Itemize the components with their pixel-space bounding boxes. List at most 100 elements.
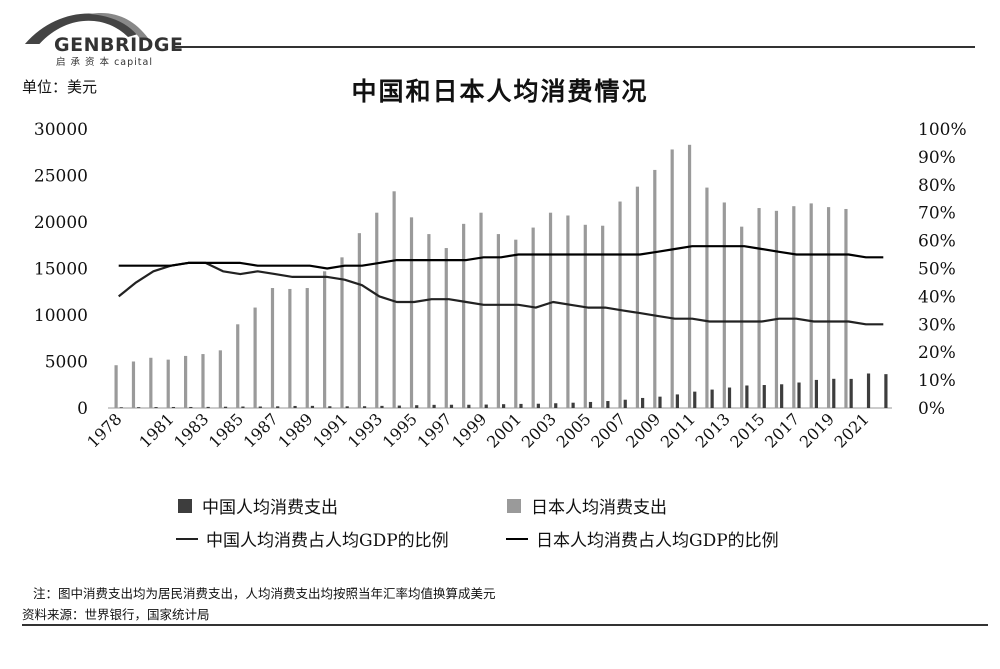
bar-china-consumption xyxy=(310,405,315,408)
bar-china-consumption xyxy=(658,396,662,408)
bar-japan-consumption xyxy=(826,207,831,408)
x-axis-tick-label: 1991 xyxy=(309,409,351,451)
bar-japan-consumption xyxy=(566,215,570,408)
bar-japan-consumption xyxy=(757,208,761,408)
bar-china-consumption xyxy=(780,384,784,408)
bar-japan-consumption xyxy=(705,187,709,408)
bar-china-consumption xyxy=(693,391,697,408)
legend-label-japan-bar: 日本人均消费支出 xyxy=(531,498,667,518)
left-axis-tick-label: 30000 xyxy=(34,120,88,140)
bar-china-consumption xyxy=(189,406,193,408)
logo: GENBRIDGE 启 承 资 本 capital xyxy=(8,4,183,68)
bar-china-consumption xyxy=(849,378,853,408)
bar-china-consumption xyxy=(484,404,488,408)
x-axis-tick-label: 2019 xyxy=(796,409,838,451)
x-axis-tick-label: 1987 xyxy=(240,409,282,451)
legend-swatch-japan-line xyxy=(506,537,528,540)
bar-japan-consumption xyxy=(253,307,257,408)
legend-item-japan-line: 日本人均消费占人均GDP的比例 xyxy=(506,526,779,551)
bar-china-consumption xyxy=(606,401,610,408)
x-axis-tick-label: 1997 xyxy=(413,409,455,451)
bar-japan-consumption xyxy=(236,324,240,408)
bar-japan-consumption xyxy=(357,233,361,408)
bar-china-consumption xyxy=(380,405,384,408)
source-note: 资料来源：世界银行，国家统计局 xyxy=(22,607,210,622)
bar-china-consumption xyxy=(241,406,245,408)
x-axis-tick-label: 1995 xyxy=(379,409,421,451)
line-china-ratio xyxy=(118,261,884,326)
bar-japan-consumption xyxy=(375,212,379,408)
x-axis-tick-label: 2003 xyxy=(518,409,560,451)
bar-japan-consumption xyxy=(496,234,500,408)
bar-japan-consumption xyxy=(722,202,726,408)
bar-china-consumption xyxy=(814,379,818,408)
bar-japan-consumption xyxy=(131,361,136,408)
x-axis-tick-label: 2013 xyxy=(692,409,734,451)
bar-china-consumption xyxy=(258,406,262,408)
bar-japan-consumption xyxy=(409,217,414,408)
bar-china-consumption xyxy=(832,378,836,408)
legend-label-china-line: 中国人均消费占人均GDP的比例 xyxy=(206,531,449,551)
bar-japan-consumption xyxy=(392,191,396,408)
bar-china-consumption xyxy=(293,405,297,408)
left-axis-tick-label: 5000 xyxy=(45,353,88,373)
bar-japan-consumption xyxy=(479,212,483,408)
bar-china-consumption xyxy=(397,405,401,408)
footer-divider xyxy=(22,624,988,626)
legend-swatch-china-bar xyxy=(178,498,192,513)
logo-name: GENBRIDGE xyxy=(54,34,184,56)
right-axis-tick-label: 100% xyxy=(918,120,967,140)
bar-china-consumption xyxy=(432,404,436,408)
footnote: 注：图中消费支出均为居民消费支出，人均消费支出均按照当年汇率均值换算成美元 xyxy=(33,586,496,601)
left-axis-tick-label: 10000 xyxy=(34,306,88,326)
x-axis-tick-label: 2017 xyxy=(761,409,803,451)
right-axis-tick-label: 90% xyxy=(918,148,956,168)
legend-item-china-line: 中国人均消费占人均GDP的比例 xyxy=(176,526,449,551)
bar-china-consumption xyxy=(206,406,210,408)
legend-item-japan-bar: 日本人均消费支出 xyxy=(507,493,667,518)
bar-japan-consumption xyxy=(427,234,431,408)
x-axis-tick-label: 2021 xyxy=(831,409,873,451)
bar-japan-consumption xyxy=(149,357,153,408)
bar-japan-consumption xyxy=(548,212,553,408)
bar-japan-consumption xyxy=(166,359,170,408)
bar-japan-consumption xyxy=(184,355,188,408)
x-axis-tick-label: 1989 xyxy=(274,409,316,451)
legend-item-china-bar: 中国人均消费支出 xyxy=(178,493,338,518)
bar-china-consumption xyxy=(866,373,871,408)
left-axis-tick-label: 15000 xyxy=(34,260,88,280)
bar-japan-consumption xyxy=(288,288,292,408)
left-axis-tick-label: 25000 xyxy=(34,167,88,187)
bar-japan-consumption xyxy=(809,203,813,408)
bar-china-consumption xyxy=(171,406,176,408)
bar-china-consumption xyxy=(745,385,749,408)
bar-china-consumption xyxy=(362,406,367,408)
bar-japan-consumption xyxy=(531,227,535,408)
bar-china-consumption xyxy=(623,399,627,408)
bar-china-consumption xyxy=(449,404,454,408)
x-axis-tick-label: 1993 xyxy=(344,409,386,451)
bar-japan-consumption xyxy=(323,271,327,408)
chart-title: 中国和日本人均消费情况 xyxy=(351,77,649,106)
bar-japan-consumption xyxy=(601,225,605,408)
bar-china-consumption xyxy=(588,401,593,408)
right-axis-tick-label: 50% xyxy=(918,260,956,280)
bar-china-consumption xyxy=(328,406,332,408)
bar-china-consumption xyxy=(641,397,645,408)
unit-label: 单位：美元 xyxy=(22,78,98,96)
right-axis-tick-label: 20% xyxy=(918,343,956,363)
bar-china-consumption xyxy=(276,406,280,408)
x-axis-tick-label: 1983 xyxy=(170,409,212,451)
right-axis-tick-label: 0% xyxy=(918,399,945,419)
bar-china-consumption xyxy=(502,404,506,408)
x-axis-tick-label: 2007 xyxy=(587,409,629,451)
legend-swatch-japan-bar xyxy=(507,498,521,513)
bar-japan-consumption xyxy=(792,206,796,408)
bar-japan-consumption xyxy=(583,224,587,408)
right-axis-tick-label: 60% xyxy=(918,232,956,252)
left-axis-tick-label: 0 xyxy=(77,399,88,419)
bar-china-consumption xyxy=(797,382,801,408)
bar-japan-consumption xyxy=(618,201,622,408)
bar-japan-consumption xyxy=(653,169,657,408)
